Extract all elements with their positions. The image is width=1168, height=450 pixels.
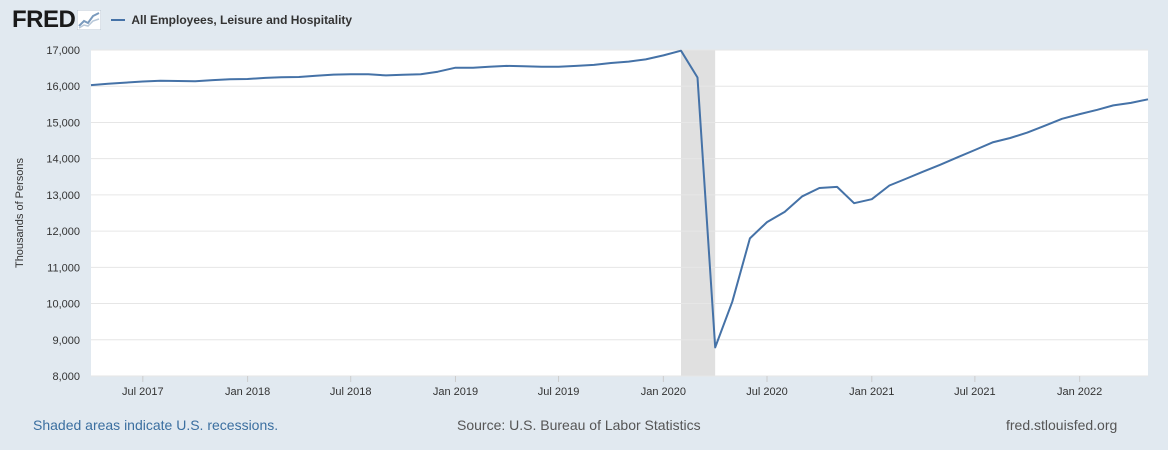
fred-logo[interactable]: FRED xyxy=(12,6,76,33)
series-line-0[interactable] xyxy=(90,49,1149,349)
y-tick-label-7: 15,000 xyxy=(46,117,80,129)
x-tick-label-1: Jan 2018 xyxy=(225,386,270,398)
x-tick-label-0: Jul 2017 xyxy=(122,386,164,398)
y-tick-layer: 8,000 9,000 10,000 11,000 12,000 13,000 14,000… xyxy=(46,45,80,383)
site-link[interactable]: fred.stlouisfed.org xyxy=(1006,417,1118,433)
y-tick-label-3: 11,000 xyxy=(47,262,80,274)
legend-swatch xyxy=(111,19,126,21)
recession-note: Shaded areas indicate U.S. recessions. xyxy=(33,417,279,433)
line-layer xyxy=(90,49,1149,349)
trend-line-icon xyxy=(77,10,102,30)
y-tick-label-1: 9,000 xyxy=(52,335,80,347)
grid-layer xyxy=(91,49,1148,377)
y-tick-label-9: 17,000 xyxy=(46,45,80,57)
source-text: Source: U.S. Bureau of Labor Statistics xyxy=(457,417,701,433)
plot-area xyxy=(91,50,1148,376)
recession-band-0 xyxy=(681,50,716,376)
x-tick-label-8: Jul 2021 xyxy=(954,386,996,398)
y-tick-label-2: 10,000 xyxy=(46,299,80,311)
x-tick-label-7: Jan 2021 xyxy=(849,386,894,398)
x-tick-label-4: Jul 2019 xyxy=(538,386,580,398)
legend-label: All Employees, Leisure and Hospitality xyxy=(131,13,353,27)
x-tick-label-2: Jul 2018 xyxy=(330,386,372,398)
header: FRED All Employees, Leisure and Hospital… xyxy=(12,6,352,34)
y-tick-label-8: 16,000 xyxy=(46,81,80,93)
x-tick-layer: Jul 2017 Jan 2018 Jul 2018 Jan 2019 Jul 2019… xyxy=(122,376,1102,398)
y-tick-label-6: 14,000 xyxy=(46,154,80,166)
legend[interactable]: All Employees, Leisure and Hospitality xyxy=(111,13,352,27)
x-tick-label-5: Jan 2020 xyxy=(641,386,686,398)
y-tick-label-5: 13,000 xyxy=(46,190,80,202)
y-axis-title: Thousands of Persons xyxy=(14,157,26,268)
x-tick-label-6: Jul 2020 xyxy=(746,386,788,398)
x-tick-label-9: Jan 2022 xyxy=(1057,386,1102,398)
x-tick-label-3: Jan 2019 xyxy=(433,386,478,398)
y-tick-label-0: 8,000 xyxy=(52,371,80,383)
y-tick-label-4: 12,000 xyxy=(46,226,80,238)
recession-layer xyxy=(681,50,716,376)
